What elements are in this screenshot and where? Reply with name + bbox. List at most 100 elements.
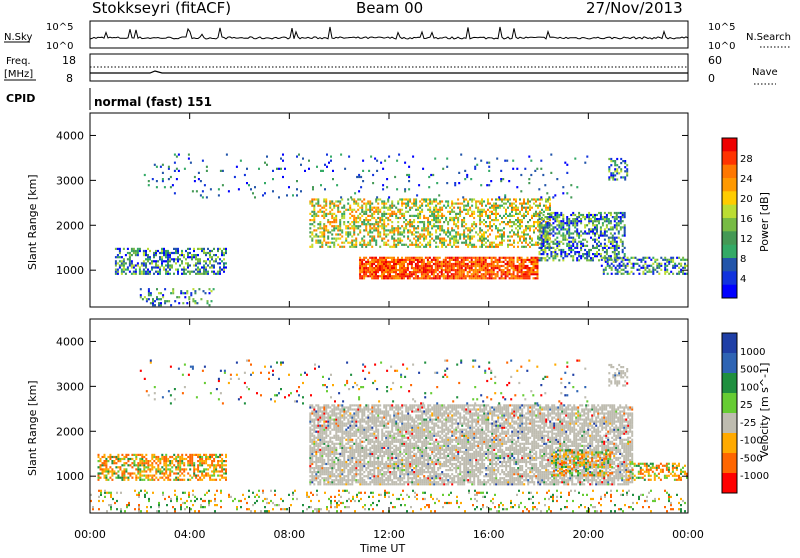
data-cell [495, 246, 497, 248]
data-cell [183, 269, 185, 271]
data-cell [405, 273, 407, 275]
data-cell [483, 259, 485, 261]
data-cell [335, 221, 337, 223]
data-cell [568, 245, 570, 247]
data-cell [367, 261, 369, 263]
data-cell [125, 262, 127, 264]
data-cell [411, 225, 413, 227]
data-cell [171, 456, 173, 458]
data-cell [451, 269, 453, 271]
data-cell [467, 275, 469, 277]
data-cell [453, 217, 455, 219]
data-cell [191, 477, 193, 479]
data-cell [535, 205, 537, 207]
data-cell [497, 273, 499, 275]
data-cell [389, 246, 391, 248]
data-cell [505, 209, 507, 211]
data-cell [660, 257, 662, 259]
data-cell [175, 252, 177, 254]
data-cell [475, 267, 477, 269]
data-cell [459, 261, 461, 263]
data-cell [463, 273, 465, 275]
data-cell [479, 227, 481, 229]
data-cell [395, 259, 397, 261]
data-cell [608, 166, 610, 168]
data-cell [351, 465, 353, 467]
data-cell [195, 256, 197, 258]
data-cell [640, 261, 642, 263]
data-cell [201, 464, 203, 466]
data-cell [341, 217, 343, 219]
data-cell [377, 233, 379, 235]
data-cell [505, 211, 507, 213]
data-cell [262, 194, 264, 196]
data-cell [435, 267, 437, 269]
data-cell [125, 273, 127, 275]
data-cell [469, 242, 471, 244]
data-cell [311, 215, 313, 217]
data-cell [337, 211, 339, 213]
data-cell [162, 172, 164, 174]
data-cell [219, 454, 221, 456]
data-cell [363, 265, 365, 267]
data-cell [588, 220, 590, 222]
data-cell [137, 464, 139, 466]
data-cell [437, 227, 439, 229]
data-cell [121, 271, 123, 273]
data-cell [152, 300, 154, 302]
data-cell [495, 209, 497, 211]
data-cell [343, 221, 345, 223]
data-cell [463, 238, 465, 240]
data-cell [666, 261, 668, 263]
data-cell [335, 238, 337, 240]
data-cell [149, 271, 151, 273]
data-cell [401, 213, 403, 215]
data-cell [365, 219, 367, 221]
data-cell [407, 257, 409, 259]
data-cell [529, 225, 531, 227]
data-cell [111, 462, 113, 464]
data-cell [554, 251, 556, 253]
data-cell [578, 220, 580, 222]
data-cell [325, 471, 327, 473]
data-cell [104, 468, 106, 470]
data-cell [610, 255, 612, 257]
data-cell [371, 267, 373, 269]
data-cell [335, 433, 337, 435]
data-cell [341, 477, 343, 479]
data-cell [379, 198, 381, 200]
data-cell [343, 414, 345, 416]
data-cell [409, 240, 411, 242]
data-cell [339, 219, 341, 221]
data-cell [195, 269, 197, 271]
data-cell [317, 406, 319, 408]
data-cell [343, 431, 345, 433]
data-cell [592, 224, 594, 226]
data-cell [133, 462, 135, 464]
data-cell [606, 245, 608, 247]
data-cell [453, 221, 455, 223]
data-cell [197, 254, 199, 256]
data-cell [409, 257, 411, 259]
data-cell [592, 253, 594, 255]
data-cell [107, 460, 109, 462]
data-cell [177, 248, 179, 250]
data-cell [445, 207, 447, 209]
data-cell [317, 227, 319, 229]
data-cell [372, 182, 374, 184]
data-cell [197, 273, 199, 275]
data-cell [633, 263, 635, 265]
data-cell [146, 300, 148, 302]
data-cell [135, 254, 137, 256]
data-cell [397, 225, 399, 227]
data-cell [151, 266, 153, 268]
data-cell [125, 470, 127, 472]
data-cell [194, 292, 196, 294]
data-cell [654, 259, 656, 261]
data-cell [543, 205, 545, 207]
data-cell [477, 259, 479, 261]
data-cell [329, 231, 331, 233]
data-cell [139, 468, 141, 470]
data-cell [179, 258, 181, 260]
data-cell [115, 260, 117, 262]
